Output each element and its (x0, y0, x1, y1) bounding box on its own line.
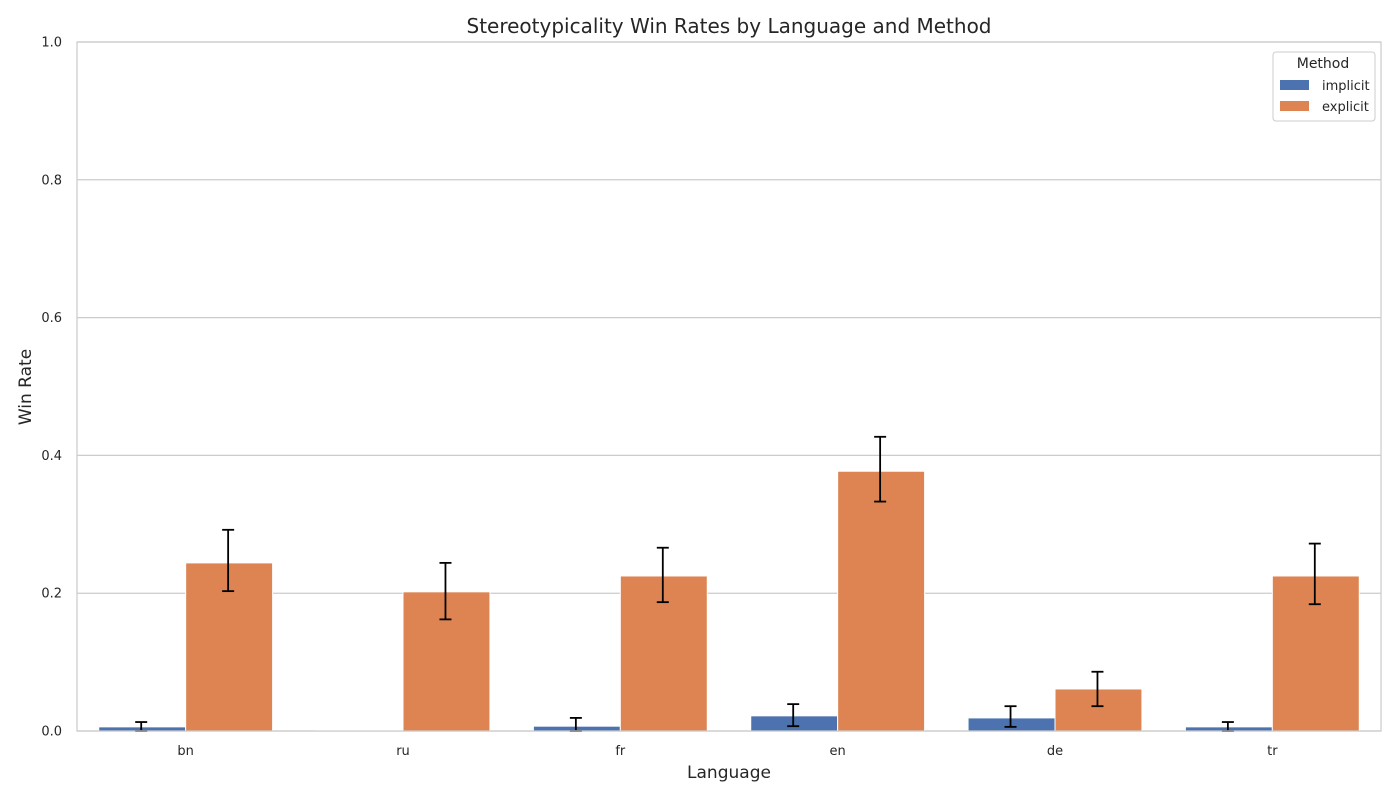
legend-swatch-implicit (1280, 80, 1309, 90)
error-bar-explicit-de (1091, 670, 1104, 708)
bar-explicit-fr (619, 575, 708, 732)
bar-explicit-ru (402, 591, 491, 732)
x-tick-label: en (830, 744, 846, 759)
x-tick-labels: bn ru fr en de tr (177, 744, 1278, 759)
x-tick-label: bn (177, 744, 194, 759)
error-bars (135, 435, 1321, 732)
error-bar-explicit-en (874, 435, 887, 503)
bar-explicit-en (837, 470, 926, 732)
chart-title: Stereotypicality Win Rates by Language a… (467, 14, 992, 38)
error-bar-explicit-ru (439, 561, 452, 621)
y-tick-labels: 0.0 0.2 0.4 0.6 0.8 1.0 (41, 36, 62, 740)
bars (98, 470, 1360, 732)
x-tick-label: ru (396, 744, 410, 759)
legend-label-implicit: implicit (1322, 79, 1370, 94)
x-tick-label: fr (615, 744, 626, 759)
legend: Method implicit explicit (1272, 51, 1376, 122)
y-axis-label: Win Rate (16, 349, 36, 425)
x-tick-label: tr (1267, 744, 1278, 759)
legend-title: Method (1297, 56, 1350, 72)
y-tick-label: 0.2 (41, 587, 62, 602)
legend-swatch-explicit (1280, 101, 1309, 111)
error-bar-explicit-fr (656, 546, 669, 604)
y-tick-label: 0.0 (41, 725, 62, 740)
error-bar-implicit-de (1004, 705, 1017, 728)
y-tick-label: 1.0 (41, 36, 62, 51)
bar-explicit-bn (185, 562, 274, 732)
bar-explicit-tr (1271, 575, 1360, 732)
x-tick-label: de (1047, 744, 1063, 759)
error-bar-explicit-tr (1308, 542, 1321, 606)
bar-explicit-de (1054, 688, 1143, 732)
bar-implicit-en (750, 715, 839, 732)
legend-label-explicit: explicit (1322, 100, 1369, 115)
y-tick-label: 0.4 (41, 449, 62, 464)
y-tick-label: 0.8 (41, 173, 62, 188)
error-bar-explicit-bn (222, 528, 235, 593)
error-bar-implicit-en (787, 703, 800, 728)
x-axis-label: Language (687, 763, 771, 783)
bar-implicit-de (967, 717, 1056, 732)
y-tick-label: 0.6 (41, 311, 62, 326)
plot-frame (76, 41, 1382, 732)
